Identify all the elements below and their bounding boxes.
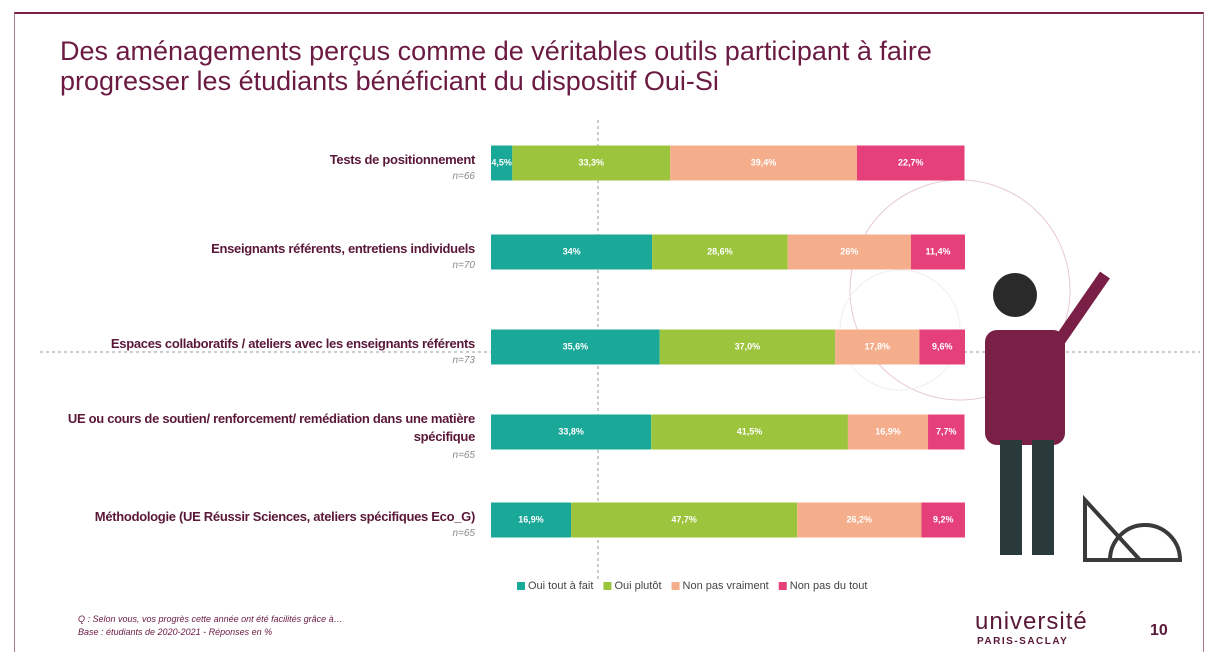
- sample-size: n=70: [452, 260, 475, 271]
- legend-label: Oui plutôt: [614, 580, 661, 592]
- sample-size: n=66: [452, 171, 475, 182]
- category-label: Enseignants référents, entretiens indivi…: [35, 240, 475, 258]
- category-label: Méthodologie (UE Réussir Sciences, ateli…: [35, 508, 475, 526]
- value-label: 35,6%: [563, 341, 589, 351]
- value-label: 37,0%: [735, 341, 761, 351]
- value-label: 11,4%: [925, 246, 950, 256]
- value-label: 26,2%: [847, 514, 873, 524]
- legend-label: Oui tout à fait: [528, 580, 593, 592]
- value-label: 33,8%: [558, 426, 584, 436]
- value-label: 9,6%: [932, 341, 953, 351]
- category-label: UE ou cours de soutien/ renforcement/ re…: [35, 410, 475, 446]
- value-label: 41,5%: [737, 426, 763, 436]
- category-label: Espaces collaboratifs / ateliers avec le…: [35, 335, 475, 353]
- value-label: 16,9%: [875, 426, 901, 436]
- value-label: 33,3%: [578, 157, 604, 167]
- sample-size: n=73: [452, 355, 475, 366]
- slide: Des aménagements perçus comme de véritab…: [0, 0, 1218, 660]
- value-label: 7,7%: [936, 426, 957, 436]
- sample-size: n=65: [452, 528, 475, 539]
- chart: 4,5% 33,3% 39,4% 22,7% 34% 28,6% 26% 11,4% 35,6%…: [0, 0, 1218, 660]
- value-label: 39,4%: [751, 157, 777, 167]
- legend-label: Non pas du tout: [790, 580, 868, 592]
- value-label: 17,8%: [865, 341, 891, 351]
- value-label: 9,2%: [933, 514, 954, 524]
- value-label: 16,9%: [518, 514, 544, 524]
- logo-subtext: PARIS-SACLAY: [977, 636, 1068, 647]
- logo-text: université: [975, 608, 1088, 636]
- footnote: Base : étudiants de 2020-2021 - Réponses…: [78, 627, 272, 637]
- value-label: 26%: [840, 246, 858, 256]
- category-label: Tests de positionnement: [35, 151, 475, 169]
- legend-label: Non pas vraiment: [683, 580, 769, 592]
- legend-swatch: [779, 582, 787, 590]
- footnote: Q : Selon vous, vos progrès cette année …: [78, 614, 343, 624]
- sample-size: n=65: [452, 450, 475, 461]
- value-label: 22,7%: [898, 157, 924, 167]
- legend-swatch: [517, 582, 525, 590]
- value-label: 34%: [563, 246, 581, 256]
- value-label: 4,5%: [491, 157, 512, 167]
- page-number: 10: [1150, 622, 1168, 640]
- legend-swatch: [672, 582, 680, 590]
- value-label: 47,7%: [671, 514, 697, 524]
- value-label: 28,6%: [707, 246, 733, 256]
- legend-swatch: [603, 582, 611, 590]
